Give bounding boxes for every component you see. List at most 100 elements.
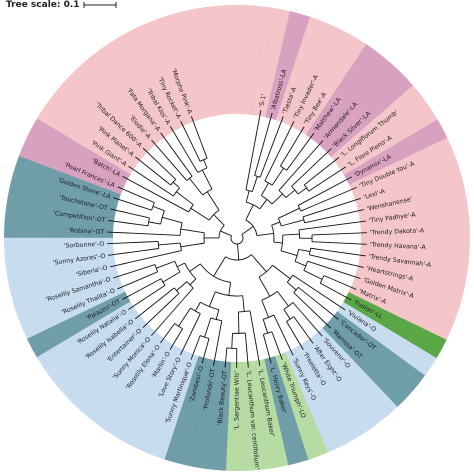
branch [253, 331, 261, 367]
branch [304, 219, 316, 224]
branch [292, 302, 301, 312]
group-sector [91, 43, 169, 142]
branch [135, 156, 165, 181]
branch [190, 207, 210, 221]
branch [110, 255, 161, 268]
branch [300, 310, 323, 337]
branch [204, 317, 212, 338]
branch [286, 281, 297, 291]
group-sector [242, 360, 268, 471]
group-sector [337, 301, 437, 376]
group-sector [348, 281, 455, 340]
branch [241, 226, 254, 235]
branch [117, 276, 146, 290]
group-sector [126, 347, 189, 453]
branch [162, 287, 175, 298]
leaf-label: 'Sorbonne'-O [64, 241, 105, 250]
branch [273, 241, 283, 244]
branch [336, 280, 357, 290]
group-sector [37, 100, 137, 175]
group-sector [343, 119, 448, 185]
branch [113, 268, 143, 279]
branch [262, 319, 269, 334]
branch [160, 132, 187, 169]
group-sector [26, 291, 131, 358]
branch [228, 282, 232, 296]
group-sector [4, 195, 116, 227]
group-sector [48, 310, 144, 392]
branch [293, 292, 305, 303]
group-sector [323, 70, 414, 157]
group-sector [144, 351, 199, 460]
branch [128, 297, 146, 310]
group-sector [18, 136, 126, 195]
branch [162, 271, 181, 283]
group-sector [358, 249, 469, 281]
branch [323, 249, 366, 257]
branch [108, 250, 144, 256]
branch [213, 256, 226, 277]
branch [286, 321, 292, 330]
group-sector [7, 175, 118, 216]
branch [141, 264, 156, 270]
branch [278, 181, 288, 191]
branch [335, 232, 367, 235]
branch [163, 323, 175, 339]
branch [189, 278, 197, 286]
branch [331, 289, 352, 301]
branch [260, 182, 269, 196]
branch [180, 120, 194, 148]
branch [245, 190, 250, 203]
branch [122, 175, 171, 203]
branch [213, 340, 219, 366]
branch [245, 174, 250, 191]
branch [285, 189, 296, 198]
group-sector [304, 335, 382, 433]
branch [158, 242, 181, 246]
branch [202, 338, 210, 360]
group-sector [126, 23, 189, 129]
leaf-label: 'Trendy Havana'-A [370, 241, 427, 251]
branch [162, 216, 183, 224]
group-sector [12, 155, 121, 205]
tree-scale-label: Tree scale: 0.1 [6, 0, 80, 10]
branch [136, 194, 155, 204]
branch [172, 328, 183, 345]
branch [260, 112, 273, 155]
branch [280, 235, 284, 251]
branch [298, 148, 332, 180]
branch [169, 173, 177, 180]
branch [179, 172, 188, 181]
group-sector [330, 311, 426, 393]
group-sector [274, 352, 328, 460]
branch [259, 199, 268, 210]
branch [110, 208, 140, 217]
branch [298, 248, 311, 252]
leaf-label: 'Robina'-OT [68, 227, 104, 236]
branch [279, 328, 294, 356]
branch [128, 165, 167, 192]
branch [238, 310, 251, 313]
branch [258, 264, 273, 278]
branch [310, 247, 324, 251]
branch [313, 197, 361, 214]
branch [163, 179, 171, 186]
branch [192, 164, 199, 173]
branch [309, 295, 339, 320]
group-sector [286, 24, 349, 130]
branch [291, 132, 315, 164]
group-sector [352, 271, 462, 321]
group-sector [27, 118, 131, 185]
branch [237, 243, 240, 260]
group-sector [164, 5, 270, 121]
branch [282, 233, 300, 236]
branch [117, 186, 137, 196]
group-sector [275, 16, 330, 125]
branch [208, 291, 216, 307]
branch [178, 307, 191, 327]
group-sector [76, 55, 160, 149]
branch [311, 220, 366, 229]
leaf-label: 'S-1' [258, 93, 267, 108]
branch [311, 233, 336, 236]
